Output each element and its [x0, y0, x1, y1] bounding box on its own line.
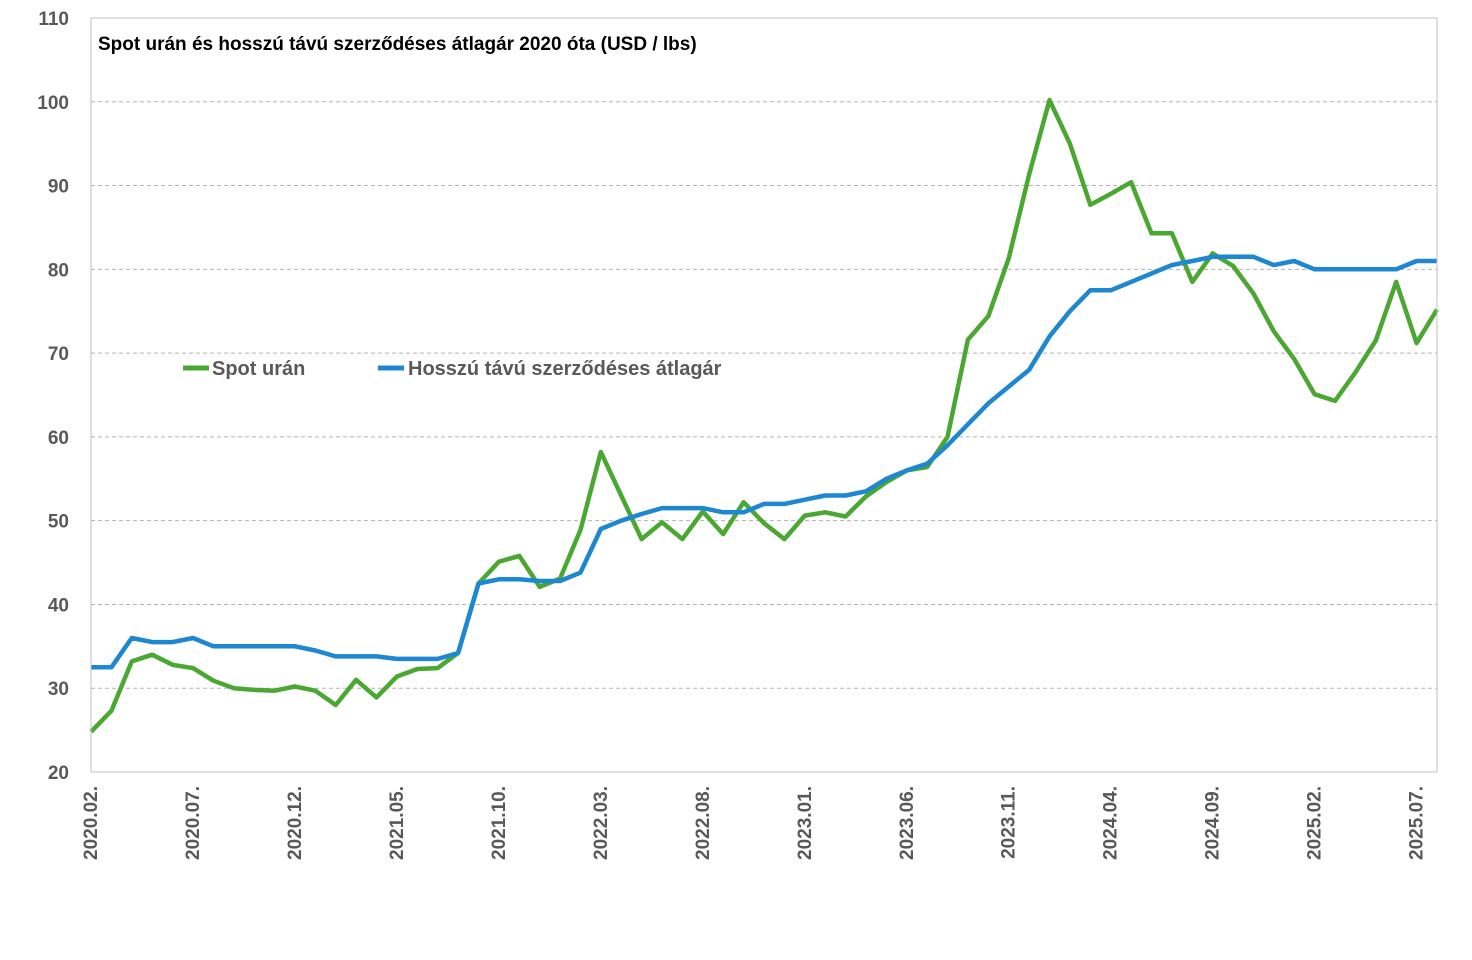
series-lines: [89, 97, 1439, 734]
x-axis-tick-labels: 2020.02. 2020.07. 2020.12. 2021.05. 2021.10.…: [81, 786, 1428, 860]
plot-area-border: [90, 17, 1438, 773]
y-axis-tick-labels: 20 30 40 50 60 70 80 90 100 110: [37, 9, 69, 784]
legend: Spot urán Hosszú távú szerződéses átlagá…: [183, 358, 722, 380]
legend-label-long-term: Hosszú távú szerződéses átlagár: [408, 358, 722, 380]
y-tick-label: 50: [48, 512, 69, 533]
x-tick-label: 2023.06.: [897, 786, 918, 860]
y-tick-label: 60: [48, 428, 69, 449]
x-tick-label: 2021.10.: [489, 786, 510, 860]
x-tick-label: 2022.03.: [591, 786, 612, 860]
x-tick-label: 2024.09.: [1203, 786, 1224, 860]
x-tick-label: 2021.05.: [387, 786, 408, 860]
series-line-spot: [89, 97, 1439, 734]
x-tick-label: 2020.07.: [183, 786, 204, 860]
x-tick-label: 2023.11.: [999, 786, 1020, 859]
x-tick-label: 2025.07.: [1407, 786, 1428, 860]
y-tick-label: 110: [38, 9, 69, 30]
y-tick-label: 20: [48, 763, 69, 784]
chart-title: Spot urán és hosszú távú szerződéses átl…: [98, 34, 697, 55]
x-tick-label: 2025.02.: [1305, 786, 1326, 860]
x-tick-label: 2024.04.: [1101, 786, 1122, 860]
x-tick-label: 2023.01.: [795, 786, 816, 860]
y-tick-label: 90: [48, 177, 69, 198]
legend-label-spot: Spot urán: [212, 358, 305, 380]
y-tick-label: 30: [48, 679, 69, 700]
y-tick-label: 40: [48, 595, 69, 616]
y-tick-label: 80: [48, 260, 69, 281]
x-tick-label: 2020.12.: [285, 786, 306, 860]
x-tick-label: 2020.02.: [81, 786, 102, 860]
y-tick-label: 70: [48, 344, 69, 365]
x-tick-label: 2022.08.: [693, 786, 714, 860]
series-line-long-term: [91, 254, 1437, 670]
y-tick-label: 100: [37, 93, 69, 114]
